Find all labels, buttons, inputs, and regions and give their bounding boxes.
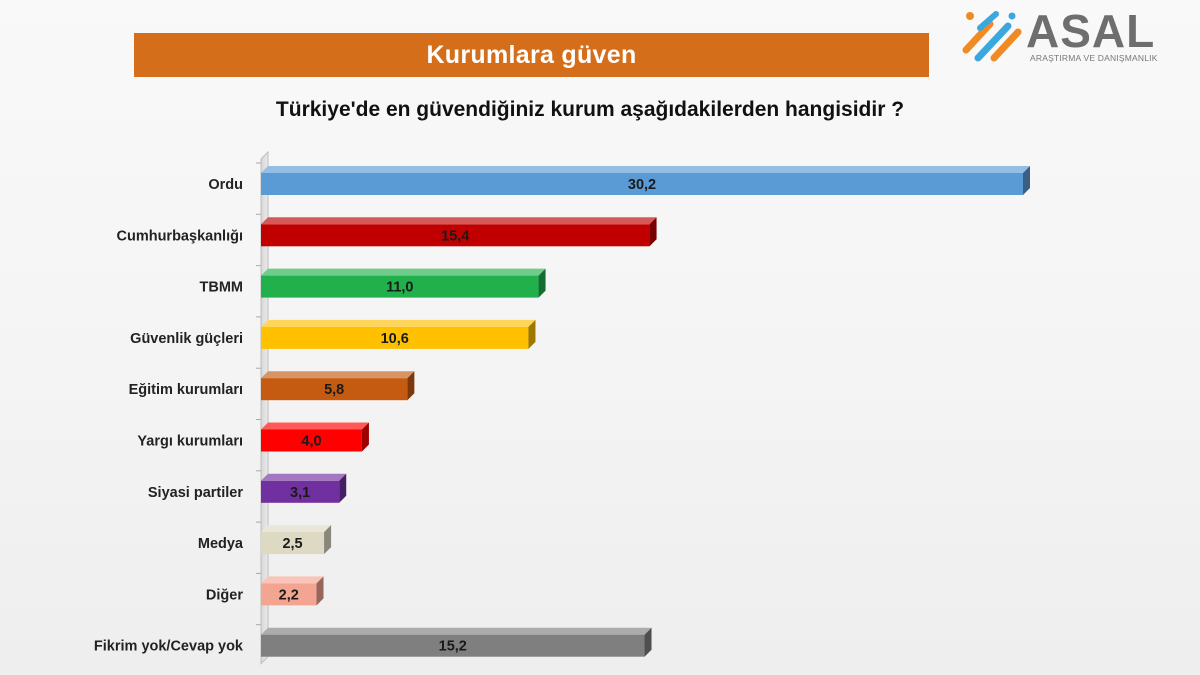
bar-8 (261, 525, 332, 555)
bar-front-face (261, 326, 529, 349)
data-label-7: 3,1 (290, 485, 310, 501)
data-label-10: 15,2 (439, 639, 467, 655)
title-banner: Kurumlara güven (134, 33, 929, 77)
category-label-1: Ordu (208, 177, 243, 193)
bar-end-face (1023, 166, 1030, 195)
category-label-3: TBMM (200, 280, 244, 296)
bar-end-face (339, 473, 347, 503)
bar-top-face (261, 525, 332, 533)
bar-front-face (261, 378, 408, 401)
category-label-8: Medya (198, 536, 244, 552)
bar-top-face (261, 371, 415, 379)
bar-top-face (261, 217, 657, 225)
bar-end-face (316, 576, 324, 606)
category-label-9: Diğer (206, 587, 243, 603)
bar-end-face (649, 217, 657, 247)
category-label-2: Cumhurbaşkanlığı (117, 228, 244, 244)
data-label-1: 30,2 (628, 177, 656, 193)
asal-logo-icon (962, 11, 1022, 62)
data-label-3: 11,0 (386, 280, 413, 296)
bar-7 (261, 473, 347, 503)
data-label-2: 15,4 (441, 228, 469, 244)
logo-wordmark: ASAL (1026, 5, 1156, 57)
bar-end-face (528, 319, 536, 349)
asal-logo: ASAL ARAŞTIRMA VE DANIŞMANLIK (960, 4, 1175, 66)
bar-1 (261, 166, 1030, 195)
bar-top-face (261, 319, 536, 327)
bar-3 (261, 268, 546, 298)
bar-front-face (261, 480, 340, 503)
bar-top-face (261, 627, 652, 635)
bar-2 (261, 217, 657, 247)
category-label-4: Güvenlik güçleri (130, 331, 243, 347)
data-label-5: 5,8 (324, 382, 344, 398)
bar-top-face (261, 268, 546, 276)
bar-top-face (261, 576, 324, 584)
bar-end-face (538, 268, 546, 298)
bar-top-face (261, 422, 369, 430)
logo-subtitle: ARAŞTIRMA VE DANIŞMANLIK (1030, 53, 1158, 63)
bar-front-face (261, 634, 645, 657)
bar-top-face (261, 473, 347, 481)
bar-10 (261, 627, 652, 657)
category-label-5: Eğitim kurumları (129, 382, 243, 398)
data-label-9: 2,2 (279, 587, 299, 603)
bar-top-face (261, 166, 1030, 173)
data-label-8: 2,5 (282, 536, 302, 552)
bar-front-face (261, 275, 539, 298)
data-label-6: 4,0 (301, 434, 321, 450)
page-title: Kurumlara güven (426, 40, 637, 69)
category-label-7: Siyasi partiler (148, 485, 243, 501)
chart-question: Türkiye'de en güvendiğiniz kurum aşağıda… (275, 98, 905, 121)
bar-front-face (261, 429, 362, 452)
category-label-6: Yargı kurumları (137, 434, 243, 450)
bar-end-face (644, 627, 652, 657)
bar-front-face (261, 173, 1023, 195)
bar-end-face (407, 371, 415, 401)
category-label-10: Fikrim yok/Cevap yok (94, 639, 244, 655)
bar-front-face (261, 583, 317, 606)
data-label-4: 10,6 (381, 331, 409, 347)
bar-6 (261, 422, 369, 452)
bar-5 (261, 371, 415, 401)
bar-front-face (261, 224, 650, 247)
bar-9 (261, 576, 324, 606)
bar-4 (261, 319, 536, 349)
bar-end-face (361, 422, 369, 452)
bar-end-face (324, 525, 332, 555)
bar-front-face (261, 532, 325, 555)
